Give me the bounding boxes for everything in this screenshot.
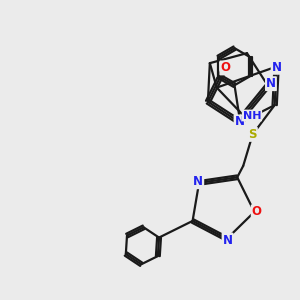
Text: N: N: [193, 175, 203, 188]
Text: O: O: [252, 206, 262, 218]
Text: O: O: [220, 61, 230, 74]
Text: N: N: [223, 233, 232, 247]
Text: NH: NH: [243, 110, 261, 121]
Text: N: N: [235, 116, 244, 128]
Text: S: S: [248, 128, 257, 141]
Text: N: N: [272, 61, 282, 74]
Text: N: N: [266, 77, 276, 90]
